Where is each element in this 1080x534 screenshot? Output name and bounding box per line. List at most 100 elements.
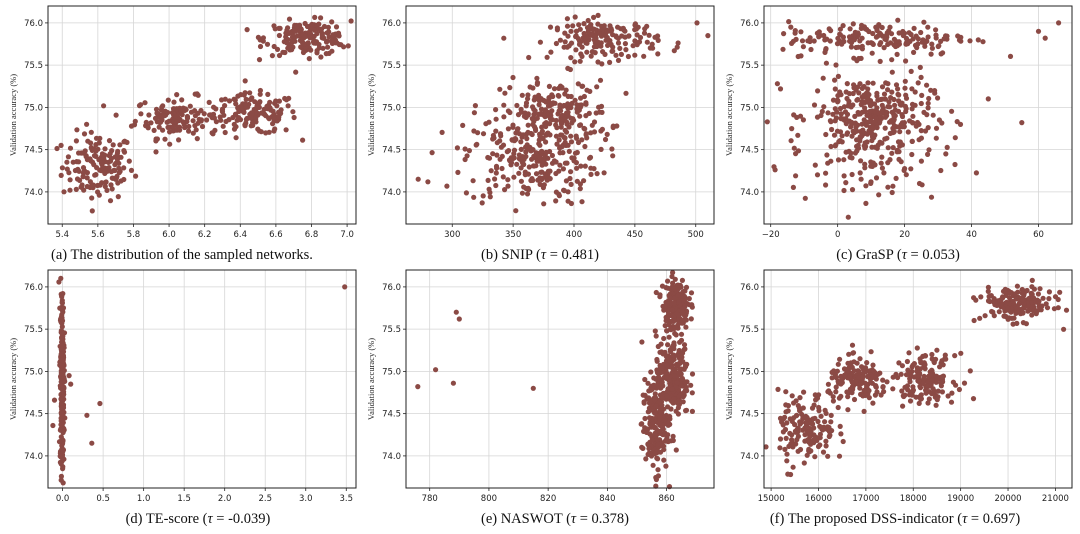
scatter-point: [929, 368, 935, 374]
scatter-point: [784, 458, 790, 464]
scatter-point: [920, 353, 926, 359]
scatter-point: [233, 101, 239, 107]
scatter-point: [58, 172, 64, 178]
scatter-point: [677, 339, 683, 345]
scatter-point: [847, 386, 854, 392]
x-tick-label: 820: [540, 494, 556, 504]
panel-b: 300 350 400 450 500 74.0 74.5 75.0 75.5 76.0 Valid…: [366, 5, 715, 240]
scatter-point: [899, 113, 906, 120]
scatter-point: [793, 441, 799, 447]
scatter-point: [925, 125, 931, 131]
scatter-point: [846, 351, 852, 357]
scatter-point: [306, 33, 312, 39]
scatter-point: [1033, 299, 1039, 305]
scatter-point: [58, 142, 64, 148]
scatter-point: [876, 192, 882, 198]
scatter-point: [213, 119, 219, 125]
scatter-point: [843, 180, 849, 186]
scatter-point: [672, 330, 678, 337]
scatter-point: [487, 189, 493, 196]
scatter-point: [660, 351, 666, 357]
scatter-point: [566, 43, 572, 49]
scatter-point: [967, 368, 973, 374]
scatter-point: [822, 419, 828, 425]
scatter-point: [316, 45, 322, 51]
caption-f-rest: = 0.697): [967, 511, 1021, 527]
scatter-point: [854, 148, 860, 154]
scatter-point: [280, 49, 286, 55]
scatter-point: [153, 106, 160, 112]
scatter-point: [821, 104, 827, 110]
scatter-point: [133, 173, 139, 179]
scatter-point: [873, 383, 879, 390]
scatter-point: [653, 289, 659, 296]
scatter-point: [341, 44, 347, 50]
scatter-point: [301, 41, 307, 47]
scatter-point: [454, 145, 460, 151]
scatter-point: [858, 158, 864, 164]
scatter-point: [860, 99, 866, 106]
scatter-point: [243, 96, 249, 102]
scatter-point: [108, 155, 115, 161]
scatter-point: [835, 157, 842, 163]
scatter-point: [665, 404, 671, 410]
scatter-point: [60, 466, 66, 472]
scatter-point: [670, 437, 676, 444]
scatter-point: [59, 306, 65, 312]
scatter-point: [671, 300, 677, 306]
scatter-point: [1003, 313, 1009, 320]
scatter-point: [783, 389, 789, 395]
scatter-point: [669, 273, 675, 280]
scatter-point: [918, 359, 924, 365]
scatter-point: [206, 99, 212, 105]
scatter-point: [909, 101, 916, 107]
scatter-point: [839, 376, 845, 382]
scatter-point: [102, 146, 108, 152]
scatter-point: [654, 437, 661, 443]
scatter-point: [807, 35, 813, 41]
scatter-point: [894, 51, 900, 58]
scatter-point: [689, 302, 695, 308]
scatter-point: [835, 98, 841, 104]
scatter-point: [925, 105, 931, 111]
scatter-point: [885, 87, 891, 93]
scatter-point: [845, 407, 851, 413]
scatter-point: [851, 396, 858, 403]
scatter-point: [248, 115, 254, 121]
x-tick-label: 2.0: [218, 494, 232, 504]
scatter-point: [858, 25, 864, 31]
scatter-point: [789, 126, 795, 132]
scatter-point: [682, 364, 689, 370]
scatter-point: [818, 413, 824, 419]
scatter-point: [823, 131, 829, 138]
x-tick-label: 20000: [995, 494, 1022, 504]
scatter-point: [485, 154, 491, 161]
scatter-point: [683, 407, 690, 413]
scatter-point: [859, 133, 865, 139]
scatter-point: [568, 105, 574, 111]
scatter-point: [58, 422, 64, 428]
scatter-point: [60, 447, 66, 453]
scatter-point: [928, 51, 934, 57]
scatter-point: [861, 83, 867, 90]
scatter-point: [50, 422, 56, 429]
scatter-point: [899, 363, 906, 369]
scatter-point: [286, 16, 293, 22]
scatter-point: [97, 400, 103, 407]
scatter-point: [655, 467, 661, 473]
scatter-point: [808, 46, 814, 53]
scatter-point: [861, 92, 867, 98]
scatter-point: [675, 40, 681, 46]
scatter-point: [110, 142, 116, 148]
scatter-point: [253, 119, 259, 125]
scatter-point: [523, 103, 529, 109]
x-tick-label: −20: [762, 230, 780, 240]
scatter-point: [833, 375, 839, 381]
scatter-point: [681, 293, 688, 299]
scatter-point: [526, 164, 532, 170]
scatter-point: [887, 40, 894, 46]
scatter-point: [929, 351, 935, 358]
scatter-point: [260, 38, 266, 44]
scatter-point: [863, 122, 870, 128]
scatter-point: [672, 373, 678, 379]
